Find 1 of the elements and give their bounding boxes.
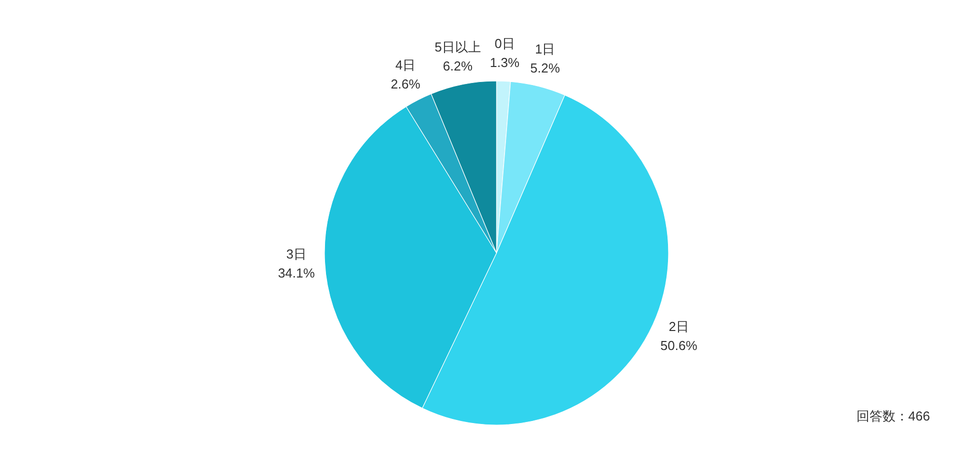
annotation: 回答数：466 [856, 408, 930, 424]
